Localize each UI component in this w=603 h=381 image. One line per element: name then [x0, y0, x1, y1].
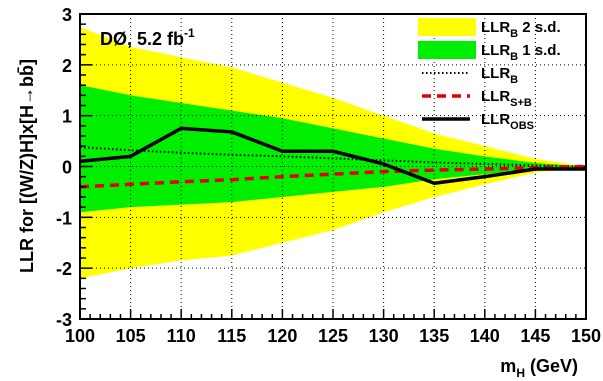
ticks-layer [79, 13, 587, 320]
series-line-llr-splusb [79, 164, 587, 189]
legend-label-main: LLR [481, 88, 510, 105]
x-axis-title-rest: (GeV) [525, 356, 578, 376]
y-tick-label: 3 [62, 5, 72, 25]
legend-label-subscript: B [510, 74, 518, 86]
legend-label: LLROBS [481, 111, 534, 132]
x-tick-label: 145 [520, 326, 550, 346]
x-tick-label: 140 [470, 326, 500, 346]
annotation-prefix: DØ, 5.2 fb [100, 29, 184, 49]
tick-labels: 100 105 110 115 120 125 130 135 140 145 150 -3 -2 -1 0… [56, 5, 601, 346]
legend-label-suffix: 1 s.d. [518, 42, 561, 59]
legend-label-subscript: OBS [510, 120, 534, 132]
legend-label: LLRB 1 s.d. [481, 42, 561, 63]
x-tick-label: 150 [571, 326, 601, 346]
x-tick-label: 135 [419, 326, 449, 346]
legend-label-subscript: B [510, 28, 518, 40]
legend-label-subscript: S+B [510, 97, 532, 109]
series-line-llr-obs [79, 126, 586, 186]
y-tick-label: 1 [62, 107, 72, 127]
x-tick-label: 115 [217, 326, 246, 346]
legend-swatch-band [418, 18, 476, 36]
legend-swatch-band [418, 41, 476, 59]
x-axis-title: mH (GeV) [500, 356, 578, 380]
legend-label-main: LLR [481, 65, 510, 82]
x-axis-title-subscript: H [516, 366, 525, 380]
x-tick-label: 130 [369, 326, 399, 346]
luminosity-annotation: DØ, 5.2 fb-1 [100, 26, 195, 49]
legend-label: LLRS+B [481, 88, 532, 109]
legend-label: LLRB 2 s.d. [481, 19, 561, 40]
series-layer [79, 126, 587, 189]
x-axis-title-main: m [500, 356, 516, 376]
grid-layer [80, 14, 586, 319]
legend-label-subscript: B [510, 51, 518, 63]
y-tick-label: -3 [56, 310, 72, 330]
y-tick-label: 2 [62, 56, 72, 76]
x-tick-label: 100 [65, 326, 95, 346]
y-axis-title: LLR for [(W/Z)H]x[H→bb̄] [17, 59, 37, 273]
x-tick-label: 125 [318, 326, 348, 346]
x-tick-label: 105 [116, 326, 146, 346]
legend-label-main: LLR [481, 42, 510, 59]
legend-label-main: LLR [481, 111, 510, 128]
legend-label: LLRB [481, 65, 518, 86]
x-tick-label: 110 [167, 326, 196, 346]
y-tick-label: 0 [62, 158, 72, 178]
series-line-llr-b [79, 146, 587, 168]
y-tick-label: -1 [56, 208, 72, 228]
x-tick-label: 120 [267, 326, 297, 346]
y-tick-label: -2 [56, 259, 72, 279]
annotation-superscript: -1 [184, 26, 195, 40]
legend-label-suffix: 2 s.d. [518, 19, 561, 36]
legend-label-main: LLR [481, 19, 510, 36]
